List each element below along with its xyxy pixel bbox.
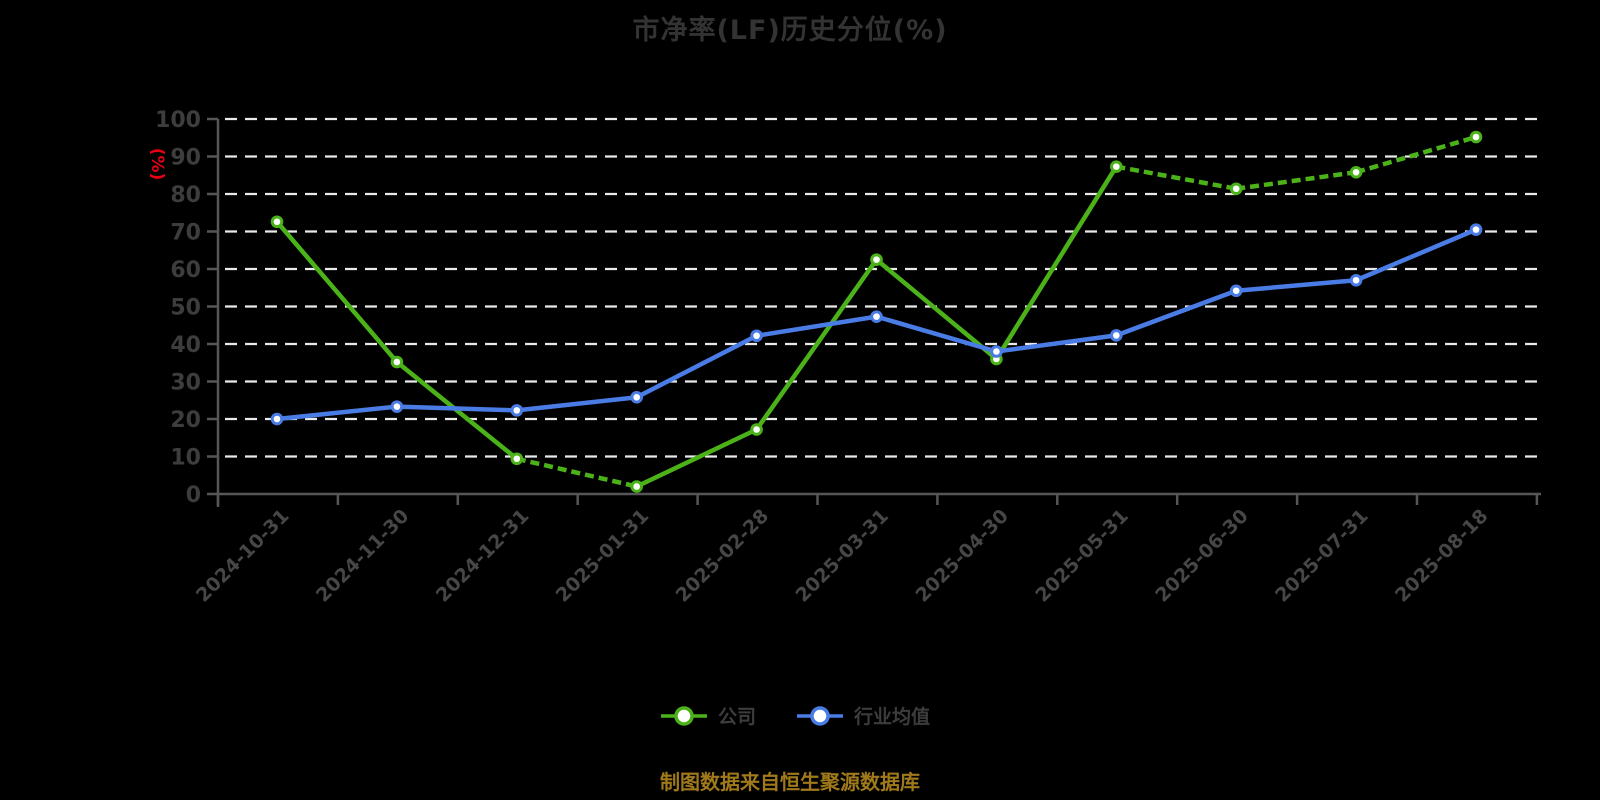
legend: 公司 行业均值 [0, 702, 1590, 729]
y-axis-tick-label: 70 [170, 221, 201, 246]
legend-item-industry-average[interactable]: 行业均值 [796, 702, 930, 729]
data-source-note: 制图数据来自恒生聚源数据库 [660, 770, 920, 794]
company-data-point [1110, 160, 1123, 173]
y-axis-tick-label: 40 [170, 333, 201, 358]
company-line-segment [634, 427, 759, 489]
industry-line-segment [274, 404, 400, 422]
x-axis-tick-label: 2024-11-30 [312, 505, 414, 607]
company-line-segment [1115, 164, 1237, 191]
company-data-point [510, 452, 524, 466]
company-data-point [270, 215, 284, 229]
y-axis-tick-label: 20 [170, 408, 201, 433]
industry-data-point [630, 390, 644, 404]
x-axis-tick-label: 2025-06-30 [1151, 505, 1253, 607]
industry-data-point [1110, 329, 1123, 342]
industry-legend-marker-icon [797, 705, 843, 726]
x-axis-tick-label: 2025-05-31 [1031, 505, 1133, 607]
industry-line-segment [514, 395, 639, 413]
y-axis-tick-label: 80 [170, 183, 201, 208]
industry-data-point [1349, 273, 1363, 287]
legend-label-company: 公司 [717, 706, 756, 728]
x-axis-tick-label: 2025-02-28 [672, 505, 774, 607]
company-line-segment [516, 456, 638, 489]
industry-line-segment [634, 333, 759, 400]
x-axis-tick-label: 2025-01-31 [552, 505, 654, 607]
industry-data-point [390, 400, 404, 413]
company-line-segment [1235, 170, 1357, 191]
industry-data-point [990, 345, 1003, 358]
industry-data-point [1229, 284, 1243, 298]
x-axis-tick-label: 2025-08-18 [1391, 505, 1493, 607]
industry-line-segment [394, 404, 520, 413]
company-line-segment [274, 219, 400, 365]
company-data-point [1349, 165, 1363, 179]
x-axis-tick-label: 2024-10-31 [192, 505, 294, 607]
x-axis-tick-label: 2025-03-31 [792, 505, 894, 607]
industry-data-point [1469, 223, 1483, 236]
company-data-point [870, 253, 883, 266]
company-line-segment [994, 164, 1119, 362]
industry-line-segment [1233, 278, 1359, 293]
y-axis-tick-label: 30 [170, 371, 201, 396]
y-axis-tick-label: 10 [170, 446, 201, 471]
company-data-point [1469, 130, 1483, 144]
industry-data-point [510, 404, 524, 417]
industry-line-segment [754, 314, 879, 338]
x-axis-tick-label: 2025-04-30 [911, 505, 1013, 607]
industry-line-segment [1353, 227, 1479, 283]
y-axis-tick-label: 0 [186, 483, 201, 508]
y-axis-tick-label: 90 [170, 146, 201, 171]
industry-line-segment [1114, 288, 1239, 338]
company-legend-marker-icon [660, 705, 707, 726]
company-data-point [1229, 182, 1243, 196]
company-line-segment [754, 257, 879, 432]
company-data-point [390, 355, 404, 369]
industry-data-point [750, 329, 763, 343]
x-axis-tick-label: 2025-07-31 [1271, 505, 1373, 607]
industry-data-point [870, 310, 883, 323]
y-axis-tick-label: 50 [170, 296, 201, 321]
company-data-point [750, 423, 763, 436]
company-data-point [630, 480, 644, 493]
legend-item-company[interactable]: 公司 [660, 702, 756, 729]
industry-line-segment [994, 333, 1119, 354]
y-axis-tick-label: 100 [155, 108, 201, 133]
industry-line-segment [874, 314, 999, 354]
x-axis-tick-label: 2024-12-31 [432, 505, 534, 607]
y-axis-tick-label: 60 [170, 258, 201, 283]
company-line-segment [1355, 134, 1477, 175]
industry-data-point [270, 412, 284, 426]
chart-title: 市净率(LF)历史分位(%) [632, 15, 948, 46]
legend-label-industry-average: 行业均值 [854, 706, 931, 728]
company-line-segment [874, 257, 999, 362]
